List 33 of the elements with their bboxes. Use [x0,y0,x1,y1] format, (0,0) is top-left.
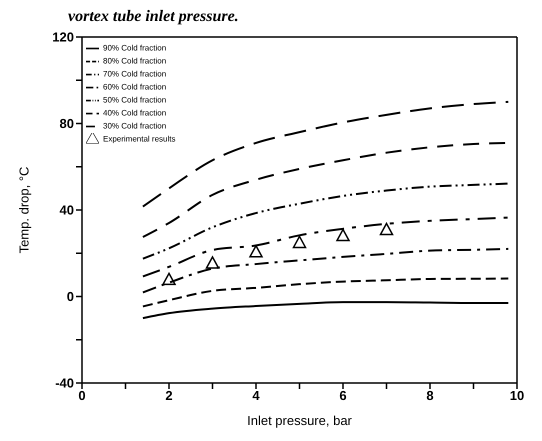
line-series [142,278,510,308]
point [162,272,176,286]
y-tick-label: 120 [52,30,74,45]
legend-label: 30% Cold fraction [103,122,166,131]
point [380,222,394,236]
y-tick-label: -40 [55,376,74,391]
y-tick-label: 40 [60,202,74,218]
x-tick-label: 10 [510,388,524,404]
point [206,256,220,269]
line-series [142,216,510,278]
point [336,228,350,242]
x-tick-label: 0 [78,388,86,404]
point [292,236,306,248]
x-tick-label: 6 [339,388,347,404]
legend-label: 90% Cold fraction [103,44,166,53]
legend-label: Experimental results [103,134,176,144]
point [249,244,263,258]
legend-label: 50% Cold fraction [103,96,166,105]
x-tick-label: 4 [252,388,260,404]
legend-label: 70% Cold fraction [103,70,166,79]
x-tick-label: 8 [426,388,434,404]
y-axis-title: Temp. drop, °C [16,166,32,254]
legend-label: 40% Cold fraction [103,108,166,118]
legend-label: 80% Cold fraction [103,56,166,66]
x-axis-title: Inlet pressure, bar [247,413,353,428]
y-tick-label: 0 [66,289,74,304]
line-series [142,301,510,320]
line-series [142,182,510,260]
line-series [142,248,510,294]
chart-title: vortex tube inlet pressure. [68,8,240,27]
x-tick-label: 2 [165,388,173,404]
y-tick-label: 80 [60,116,74,132]
legend-label: 60% Cold fraction [103,82,166,92]
